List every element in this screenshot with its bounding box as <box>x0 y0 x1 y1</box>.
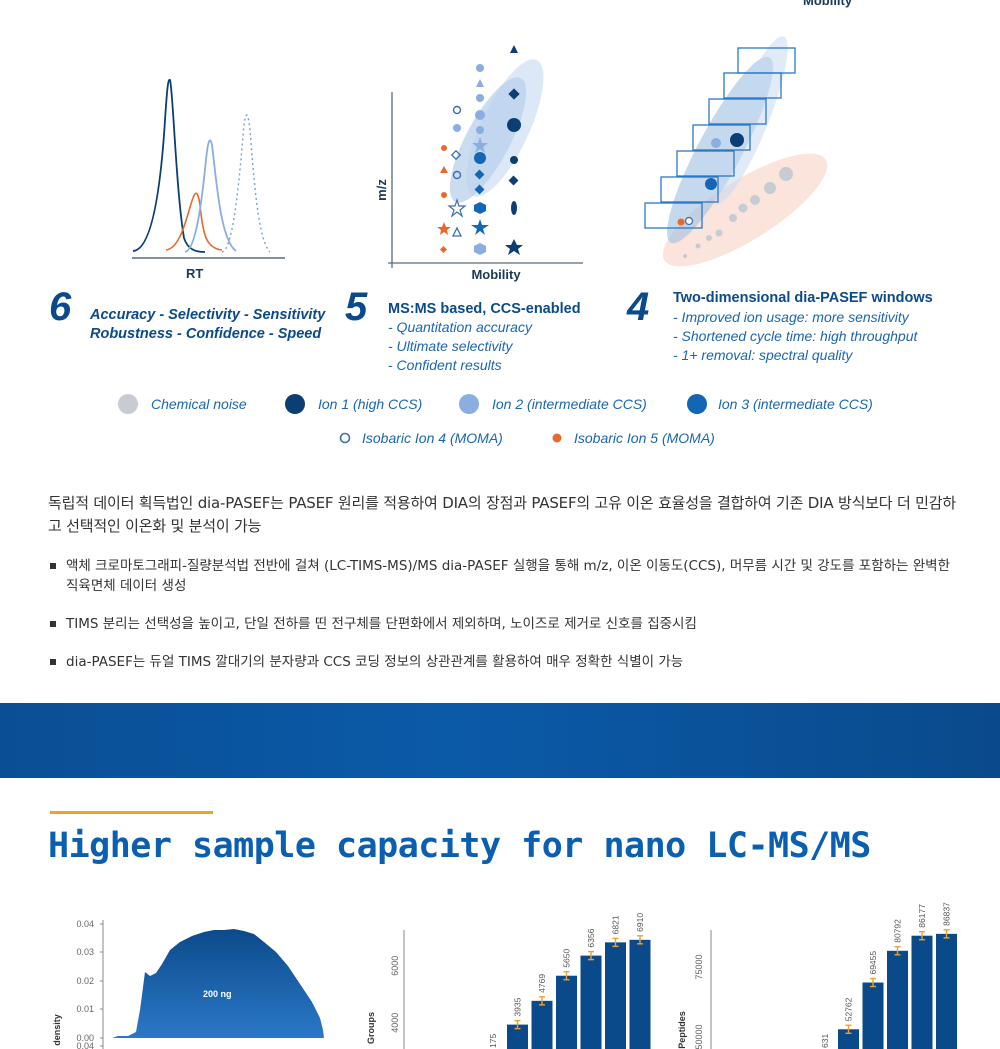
feature-4-title: Two-dimensional dia-PASEF windows <box>673 290 933 306</box>
density-tick-label: 0.04 <box>76 919 94 929</box>
bullet-list: 액체 크로마토그래피-질량분석법 전반에 걸쳐 (LC-TIMS-MS)/MS … <box>48 556 958 676</box>
groups-ylabel: Groups <box>366 1012 376 1044</box>
groups-value-label: 3935 <box>513 997 523 1016</box>
groups-bar <box>580 955 602 1049</box>
peak-ion4 <box>221 114 271 253</box>
legend-swatch-ion3 <box>687 394 707 414</box>
peptides-bar <box>911 935 933 1049</box>
peak-ion1 <box>132 79 206 253</box>
peptides-tick-label: 50000 <box>694 1024 704 1049</box>
groups-tick-label: 6000 <box>390 956 400 976</box>
bullet-marker <box>50 563 56 569</box>
capacity-charts: 200 ng density 0.040.030.020.010.000.04 … <box>52 902 957 1049</box>
groups-value-label: 6910 <box>635 913 645 932</box>
legend-label: Ion 2 (intermediate CCS) <box>492 396 647 412</box>
groups-bar <box>556 975 577 1049</box>
groups-bar <box>507 1024 528 1049</box>
density-ylabel: density <box>52 1014 62 1046</box>
groups-bar <box>531 1000 553 1049</box>
groups-bar <box>605 942 626 1049</box>
feature-4-item: - 1+ removal: spectral quality <box>673 347 853 363</box>
mz-axis-label: m/z <box>374 179 389 201</box>
feature-5-item: - Ultimate selectivity <box>388 338 513 354</box>
feature-4-number: 4 <box>626 285 649 329</box>
bullet-marker <box>50 659 56 665</box>
groups-bar <box>629 939 651 1049</box>
density-tick-label: 0.01 <box>76 1004 94 1014</box>
blue-banner <box>0 703 1000 778</box>
peptides-value-label: 86837 <box>942 902 952 926</box>
legend-swatch-chemical-noise <box>118 394 138 414</box>
bullet-item: TIMS 분리는 선택성을 높이고, 단일 전하를 띤 전구체를 단편화에서 제… <box>48 614 958 634</box>
density-annotation: 200 ng <box>203 989 232 999</box>
feature-6-line2: Robustness - Confidence - Speed <box>90 326 322 342</box>
peptides-value-label: 69455 <box>868 951 878 975</box>
bullet-text: 액체 크로마토그래피-질량분석법 전반에 걸쳐 (LC-TIMS-MS)/MS … <box>66 558 951 594</box>
groups-tick-label: 4000 <box>390 1013 400 1033</box>
bullet-item: dia-PASEF는 듀얼 TIMS 깔대기의 분자량과 CCS 코딩 정보의 … <box>48 652 958 672</box>
feature-5-title: MS:MS based, CCS-enabled <box>388 301 581 317</box>
dia-pasef-diagram: Mobility RT m/z Mobility <box>49 0 933 446</box>
legend: Chemical noise Ion 1 (high CCS) Ion 2 (i… <box>118 394 873 446</box>
feature-4-item: - Shortened cycle time: high throughput <box>673 328 918 344</box>
bullet-item: 액체 크로마토그래피-질량분석법 전반에 걸쳐 (LC-TIMS-MS)/MS … <box>48 556 958 596</box>
rt-panel: RT <box>132 79 285 281</box>
density-area <box>112 929 324 1038</box>
groups-value-label: 6821 <box>611 915 621 934</box>
legend-label: Isobaric Ion 5 (MOMA) <box>574 430 715 446</box>
heading-accent-line <box>50 811 213 814</box>
legend-swatch-ion4 <box>339 432 351 444</box>
groups-value-label: 4769 <box>537 974 547 993</box>
peptides-value-label: 52762 <box>844 997 854 1021</box>
peptides-bar <box>862 982 884 1049</box>
legend-swatch-ion5 <box>552 433 562 443</box>
mz-mobility-panel: m/z Mobility <box>374 45 583 282</box>
feature-5-item: - Quantitation accuracy <box>388 319 533 335</box>
feature-5-number: 5 <box>345 285 368 329</box>
feature-4: 4 Two-dimensional dia-PASEF windows - Im… <box>626 285 933 363</box>
peptides-bar <box>936 933 957 1049</box>
rt-axis-label: RT <box>186 266 203 281</box>
peptides-value-label: 86177 <box>917 904 927 928</box>
density-tick-label: 0.02 <box>76 976 94 986</box>
peak-ion5 <box>165 192 223 251</box>
dia-pasef-windows-panel <box>644 36 828 267</box>
peptides-bar-chart: Peptides 631 75000 50000 52762 69455 80792 8… <box>677 902 957 1049</box>
feature-6: 6 Accuracy - Selectivity - Sensitivity R… <box>49 285 326 342</box>
groups-value-label: 6356 <box>586 928 596 947</box>
peptides-ylabel: Peptides <box>677 1011 687 1049</box>
groups-partial-label: 175 <box>488 1034 498 1048</box>
groups-bar-chart: Groups 175 6000 4000 3935 4769 5650 6356 6821… <box>366 913 651 1049</box>
legend-swatch-ion2 <box>459 394 479 414</box>
legend-label: Chemical noise <box>151 396 247 412</box>
feature-5: 5 MS:MS based, CCS-enabled - Quantitatio… <box>345 285 581 373</box>
bullet-marker <box>50 621 56 627</box>
peptides-tick-label: 75000 <box>694 954 704 979</box>
legend-label: Isobaric Ion 4 (MOMA) <box>362 430 503 446</box>
density-tick-label: 0.04 <box>76 1041 94 1049</box>
peptides-value-label: 80792 <box>893 919 903 943</box>
density-chart: 200 ng density 0.040.030.020.010.000.04 <box>52 919 324 1049</box>
feature-6-line1: Accuracy - Selectivity - Sensitivity <box>89 307 326 323</box>
peak-ion2 <box>184 139 237 253</box>
density-tick-label: 0.00 <box>76 1033 94 1043</box>
top-mobility-label: Mobility <box>803 0 853 8</box>
mobility-axis-label: Mobility <box>471 267 521 282</box>
peptides-bar <box>887 950 908 1049</box>
feature-5-item: - Confident results <box>388 357 502 373</box>
density-tick-label: 0.03 <box>76 947 94 957</box>
bullet-text: dia-PASEF는 듀얼 TIMS 깔대기의 분자량과 CCS 코딩 정보의 … <box>66 654 684 670</box>
intro-paragraph: 독립적 데이터 획득법인 dia-PASEF는 PASEF 원리를 적용하여 D… <box>48 494 956 535</box>
bullet-text: TIMS 분리는 선택성을 높이고, 단일 전하를 띤 전구체를 단편화에서 제… <box>66 616 697 632</box>
peptides-partial-label: 631 <box>820 1034 830 1048</box>
peptides-bar <box>838 1029 859 1049</box>
legend-label: Ion 1 (high CCS) <box>318 396 422 412</box>
legend-swatch-ion1 <box>285 394 305 414</box>
feature-6-number: 6 <box>49 285 72 329</box>
section-heading: Higher sample capacity for nano LC-MS/MS <box>48 826 871 866</box>
feature-4-item: - Improved ion usage: more sensitivity <box>673 309 910 325</box>
groups-value-label: 5650 <box>562 949 572 968</box>
legend-label: Ion 3 (intermediate CCS) <box>718 396 873 412</box>
